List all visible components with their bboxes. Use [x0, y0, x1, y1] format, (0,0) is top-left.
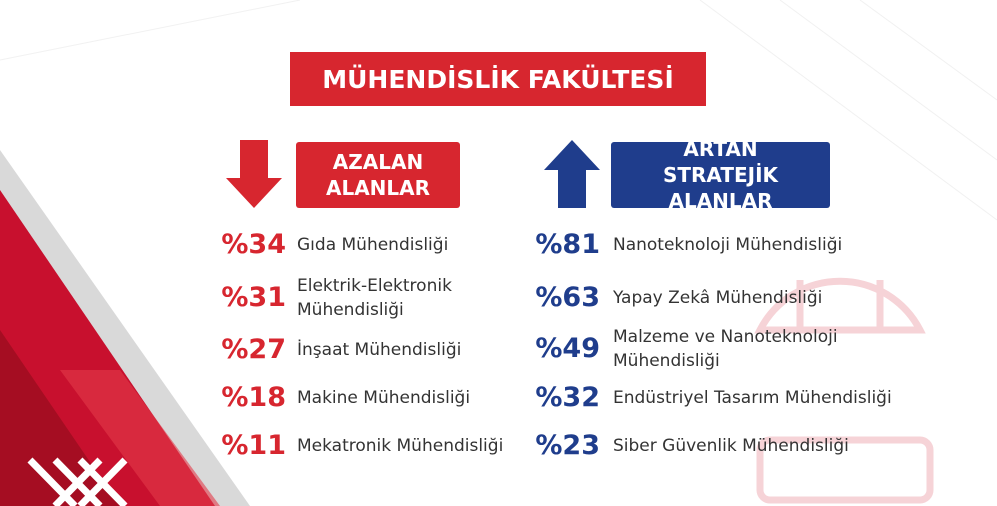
percent: %34: [221, 229, 286, 260]
field-name: Makine Mühendisliği: [297, 388, 471, 408]
percent: %49: [535, 333, 600, 364]
decreasing-label: AZALAN ALANLAR: [296, 142, 460, 208]
field-name: Gıda Mühendisliği: [297, 235, 449, 255]
field-name: İnşaat Mühendisliği: [297, 340, 462, 360]
field-name: Endüstriyel Tasarım Mühendisliği: [613, 388, 892, 408]
title: MÜHENDİSLİK FAKÜLTESİ: [290, 52, 706, 106]
percent: %31: [221, 282, 286, 313]
field-name: Elektrik-Elektronik Mühendisliği: [297, 276, 452, 320]
percent: %63: [535, 282, 600, 313]
percent: %32: [535, 382, 600, 413]
increasing-label: ARTAN STRATEJİK ALANLAR: [611, 137, 830, 213]
percent: %18: [221, 382, 286, 413]
field-name: Yapay Zekâ Mühendisliği: [613, 288, 823, 308]
field-name: Malzeme ve Nanoteknoloji Mühendisliği: [613, 327, 838, 371]
field-name: Siber Güvenlik Mühendisliği: [613, 436, 849, 456]
percent: %81: [535, 229, 600, 260]
percent: %27: [221, 334, 286, 365]
field-name: Mekatronik Mühendisliği: [297, 436, 504, 456]
percent: %11: [221, 430, 286, 461]
percent: %23: [535, 430, 600, 461]
field-name: Nanoteknoloji Mühendisliği: [613, 235, 843, 255]
